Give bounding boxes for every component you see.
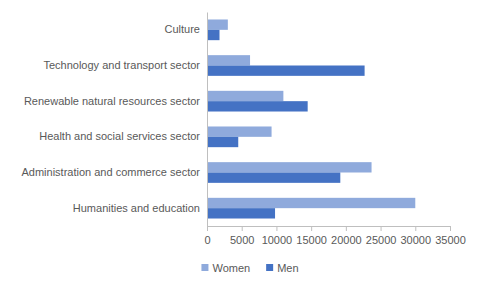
tick: 5000 <box>230 226 254 246</box>
category-label: Humanities and education <box>73 202 200 214</box>
axis-line <box>208 227 451 232</box>
tick-mark <box>381 226 382 231</box>
series <box>207 19 415 208</box>
chart: 0 5000 1000015000 20000 2500030000 35000 Cultu… <box>0 0 480 288</box>
category-label: Technology and transport sector <box>43 59 200 71</box>
bar <box>207 66 365 76</box>
category-tick: Technology and transport sector <box>43 59 207 71</box>
bars <box>207 19 415 218</box>
legend: Women Men <box>201 262 298 274</box>
y-axis: Culture Technology and transport sector Re… <box>21 13 207 227</box>
tick: 35000 <box>435 226 466 246</box>
bar <box>207 198 415 208</box>
tick: 30000 <box>400 226 431 246</box>
legend-swatch <box>201 264 208 271</box>
bar <box>207 30 219 40</box>
tick-label: 35000 <box>435 234 466 246</box>
tick: 0 <box>204 226 210 246</box>
category-label: Renewable natural resources sector <box>24 95 200 107</box>
tick-mark <box>207 226 208 231</box>
axis-line <box>207 13 208 227</box>
legend-label: Women <box>212 262 250 274</box>
bar <box>207 173 340 183</box>
category-label: Administration and commerce sector <box>21 166 200 178</box>
bar <box>207 19 228 29</box>
category-label: Health and social services sector <box>39 130 200 142</box>
tick-mark <box>450 226 451 231</box>
category-tick: Culture <box>165 23 207 35</box>
bar <box>207 137 238 147</box>
tick-mark <box>276 226 277 231</box>
bar <box>207 162 372 172</box>
tick-mark <box>311 226 312 231</box>
tick-mark <box>346 226 347 231</box>
tick-mark <box>415 226 416 231</box>
legend-swatch <box>266 264 273 271</box>
category-tick: Administration and commerce sector <box>21 166 207 178</box>
tick-label: 30000 <box>400 234 431 246</box>
tick-label: 10000 <box>262 234 293 246</box>
tick-label: 5000 <box>230 234 254 246</box>
tick-label: 15000 <box>296 234 327 246</box>
series <box>207 30 365 219</box>
tick-label: 25000 <box>366 234 397 246</box>
bar <box>207 208 275 218</box>
tick: 20000 <box>331 226 362 246</box>
legend-label: Men <box>277 262 298 274</box>
tick-label: 0 <box>204 234 210 246</box>
legend-item: Men <box>266 262 298 274</box>
bar <box>207 126 272 136</box>
bar <box>207 55 250 65</box>
tick-mark <box>242 226 243 231</box>
category-tick: Health and social services sector <box>39 130 207 142</box>
category-label: Culture <box>165 23 200 35</box>
category-tick: Renewable natural resources sector <box>24 95 207 107</box>
bar <box>207 101 308 111</box>
legend-item: Women <box>201 262 250 274</box>
bar <box>207 91 283 101</box>
tick: 15000 <box>296 226 327 246</box>
tick-label: 20000 <box>331 234 362 246</box>
tick: 25000 <box>366 226 397 246</box>
category-tick: Humanities and education <box>73 202 207 214</box>
x-axis: 0 5000 1000015000 20000 2500030000 35000 <box>204 226 465 246</box>
tick: 10000 <box>262 226 293 246</box>
plot: 0 5000 1000015000 20000 2500030000 35000 Cultu… <box>21 13 465 246</box>
